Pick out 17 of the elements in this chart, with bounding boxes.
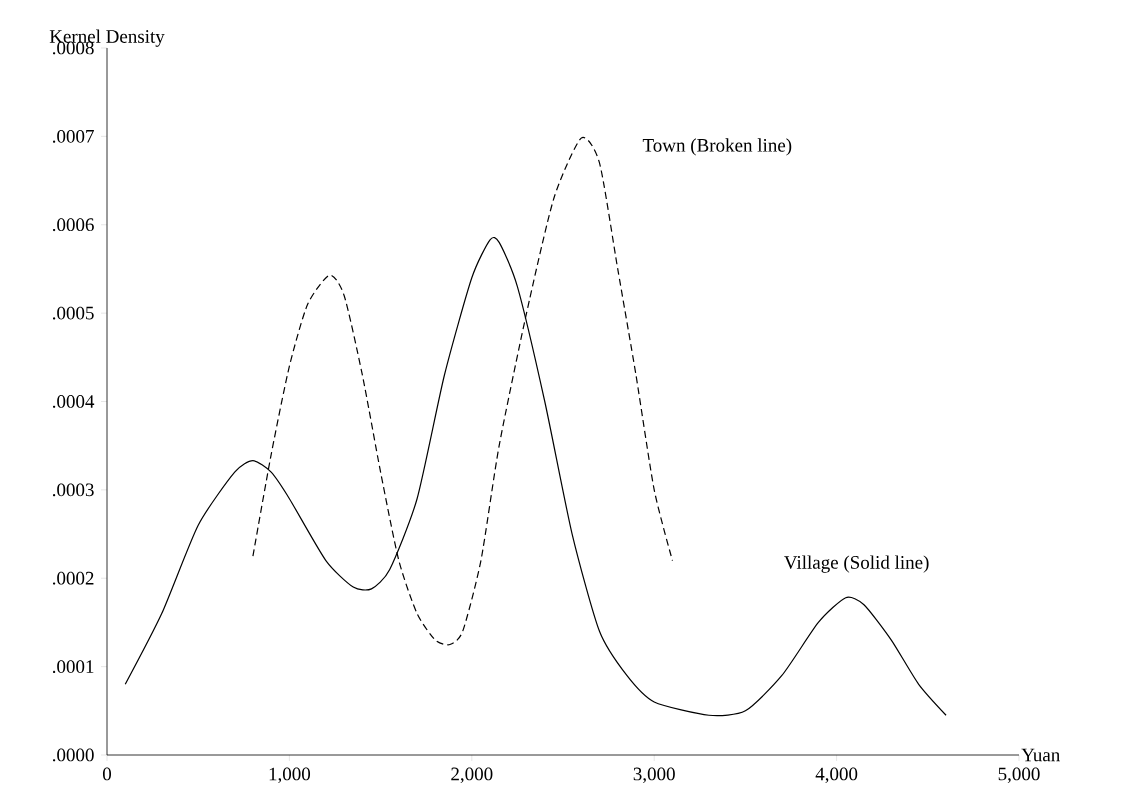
x-axis-title: Yuan — [1021, 748, 1060, 762]
annotation: Town (Broken line) — [642, 138, 792, 156]
x-tick-label: 1,000 — [269, 767, 311, 784]
y-tick-label: .0002 — [52, 571, 94, 585]
x-tick-label: 2,000 — [451, 767, 493, 784]
x-tick-label: 5,000 — [998, 767, 1040, 784]
y-tick-label: .0004 — [52, 395, 95, 408]
x-tick-label: 3,000 — [633, 767, 675, 784]
x-tick-label: 0 — [102, 767, 112, 781]
y-tick-label: .0003 — [52, 483, 94, 497]
y-tick-label: .0006 — [52, 218, 94, 232]
x-tick-label: 4,000 — [815, 767, 858, 784]
y-tick-label: .0007 — [52, 129, 94, 143]
y-tick-label: .0001 — [52, 660, 94, 674]
annotation: Village (Solid line) — [784, 555, 929, 573]
y-tick-label: .0000 — [52, 748, 94, 762]
y-tick-label: .0005 — [52, 306, 94, 320]
